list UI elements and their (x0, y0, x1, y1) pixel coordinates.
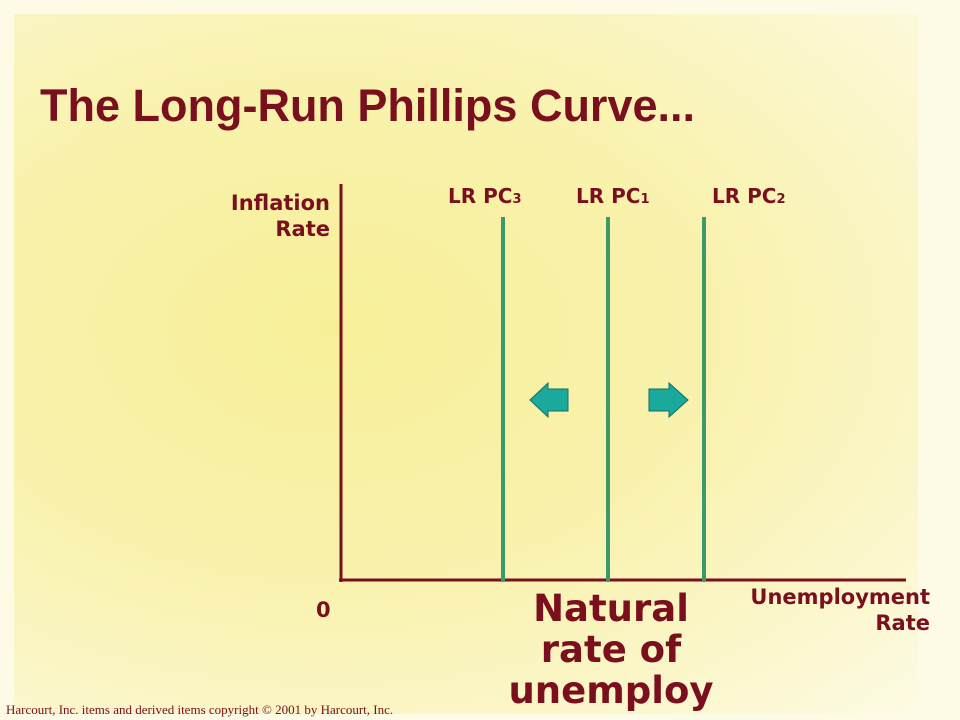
x-axis-label-line: Rate (875, 611, 930, 635)
curve-label-subscript: 2 (776, 192, 786, 207)
natural-rate-label: Natural rate of unemploy (486, 588, 736, 711)
curve-label-subscript: 1 (640, 192, 650, 207)
lrpc2-label: LR PC2 (712, 184, 786, 208)
y-axis-label: Inflation Rate (170, 190, 330, 242)
curve-label-text: LR PC (448, 184, 513, 208)
y-axis-label-line: Rate (275, 217, 330, 241)
natural-rate-line: rate of (540, 628, 682, 671)
origin-label: 0 (316, 598, 331, 622)
lrpc3-label: LR PC3 (448, 184, 522, 208)
curve-label-subscript: 3 (512, 192, 522, 207)
slide-background (14, 14, 918, 714)
lrpc1-label: LR PC1 (576, 184, 650, 208)
natural-rate-line: unemploy (508, 669, 714, 712)
copyright-notice: Harcourt, Inc. items and derived items c… (6, 702, 394, 717)
curve-label-text: LR PC (712, 184, 777, 208)
left-shift-arrow (529, 381, 569, 419)
y-axis-label-line: Inflation (230, 191, 330, 215)
right-shift-arrow (648, 381, 689, 419)
slide-title: The Long-Run Phillips Curve... (40, 80, 696, 131)
natural-rate-line: Natural (533, 587, 689, 630)
x-axis-label: Unemployment Rate (700, 584, 930, 636)
x-axis-label-line: Unemployment (750, 585, 930, 609)
curve-label-text: LR PC (576, 184, 641, 208)
